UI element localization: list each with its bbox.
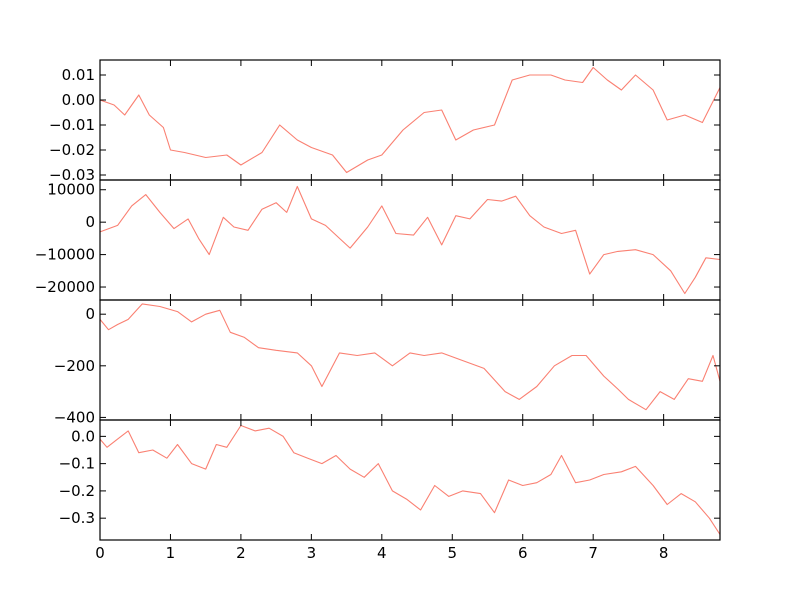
x-tick-label: 0: [95, 544, 105, 562]
panel-1-frame: [99, 59, 721, 181]
panel-1-y-tick-label: 0.01: [62, 66, 95, 84]
panel-3-y-tick-label: −200: [54, 357, 95, 375]
panel-1-y-tick-label: 0.00: [62, 91, 95, 109]
panel-3-series-line: [99, 303, 721, 411]
panel-4-series-line: [99, 424, 721, 535]
panel-4-y-tick-label: −0.1: [59, 455, 95, 473]
panel-2-series-line: [99, 185, 721, 295]
panel-2-y-tick-label: −20000: [35, 278, 95, 296]
x-tick-label: 8: [659, 544, 669, 562]
panel-1-series-line: [99, 66, 721, 174]
x-tick-label: 7: [588, 544, 598, 562]
panel-1-y-tick-label: −0.02: [49, 141, 95, 159]
x-tick-label: 5: [447, 544, 457, 562]
x-tick-label: 4: [377, 544, 387, 562]
x-tick-label: 3: [307, 544, 317, 562]
panel-4-frame: [99, 419, 721, 541]
panel-3-y-tick-label: 0: [85, 305, 95, 323]
panel-2-y-tick-label: 0: [85, 213, 95, 231]
panel-4-y-tick-label: 0.0: [71, 427, 95, 445]
panel-2-y-tick-label: −10000: [35, 246, 95, 264]
x-tick-label: 2: [236, 544, 246, 562]
panel-3-frame: [99, 299, 721, 421]
panel-4-y-tick-label: −0.3: [59, 509, 95, 527]
x-tick-label: 1: [166, 544, 176, 562]
panel-2-frame: [99, 179, 721, 301]
panel-2-y-tick-label: 10000: [47, 181, 95, 199]
panel-1-y-tick-label: −0.03: [49, 166, 95, 184]
panel-1-y-tick-label: −0.01: [49, 116, 95, 134]
panel-4-y-tick-label: −0.2: [59, 482, 95, 500]
x-tick-label: 6: [518, 544, 528, 562]
panel-3-y-tick-label: −400: [54, 408, 95, 426]
